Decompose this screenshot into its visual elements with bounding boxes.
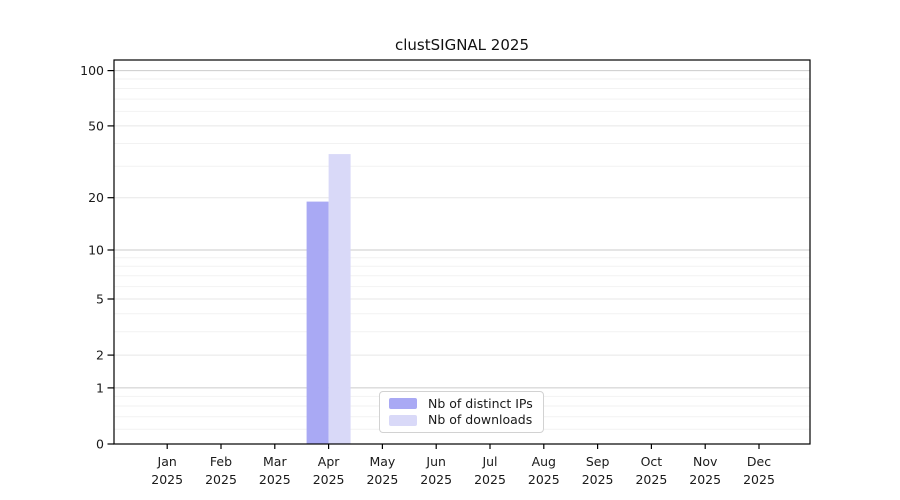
- legend: Nb of distinct IPs Nb of downloads: [379, 391, 544, 433]
- y-tick-label: 0: [96, 437, 104, 452]
- x-tick-label-month: Jan: [157, 454, 177, 469]
- y-tick-label: 50: [88, 118, 104, 133]
- x-tick-label-month: Feb: [210, 454, 232, 469]
- x-tick-label-year: 2025: [151, 472, 183, 487]
- y-tick-label: 1: [96, 380, 104, 395]
- x-tick-label-year: 2025: [635, 472, 667, 487]
- legend-swatch-downloads: [389, 414, 417, 426]
- x-tick-label-month: Aug: [532, 454, 556, 469]
- y-tick-label: 20: [88, 190, 104, 205]
- x-tick-label-year: 2025: [582, 472, 614, 487]
- x-tick-label-month: May: [369, 454, 395, 469]
- legend-swatch-distinct-ips: [389, 398, 417, 410]
- x-tick-label-month: Jun: [425, 454, 446, 469]
- x-tick-label-year: 2025: [313, 472, 345, 487]
- legend-label-distinct-ips: Nb of distinct IPs: [428, 395, 533, 411]
- bar-nb-of-distinct-ips: [306, 201, 329, 444]
- y-tick-label: 2: [96, 348, 104, 363]
- bar-nb-of-downloads: [328, 154, 351, 444]
- y-tick-label: 10: [88, 243, 104, 258]
- x-tick-label-month: Oct: [641, 454, 663, 469]
- x-tick-label-year: 2025: [474, 472, 506, 487]
- x-tick-label-year: 2025: [259, 472, 291, 487]
- x-tick-label-month: Apr: [318, 454, 340, 469]
- x-tick-label-month: Jul: [481, 454, 497, 469]
- legend-item-distinct-ips: Nb of distinct IPs: [389, 395, 534, 411]
- y-tick-label: 5: [96, 292, 104, 307]
- x-tick-label-year: 2025: [743, 472, 775, 487]
- x-tick-label-year: 2025: [366, 472, 398, 487]
- x-tick-label-year: 2025: [528, 472, 560, 487]
- chart-title: clustSIGNAL 2025: [395, 36, 529, 54]
- legend-item-downloads: Nb of downloads: [389, 413, 534, 427]
- x-tick-label-month: Nov: [693, 454, 718, 469]
- x-tick-label-month: Sep: [586, 454, 610, 469]
- x-tick-label-month: Mar: [263, 454, 287, 469]
- x-tick-label-year: 2025: [420, 472, 452, 487]
- x-tick-label-month: Dec: [747, 454, 771, 469]
- x-tick-label-year: 2025: [205, 472, 237, 487]
- plot-border: [113, 59, 811, 445]
- y-tick-label: 100: [80, 63, 104, 78]
- x-tick-label-year: 2025: [689, 472, 721, 487]
- legend-label-downloads: Nb of downloads: [428, 412, 533, 428]
